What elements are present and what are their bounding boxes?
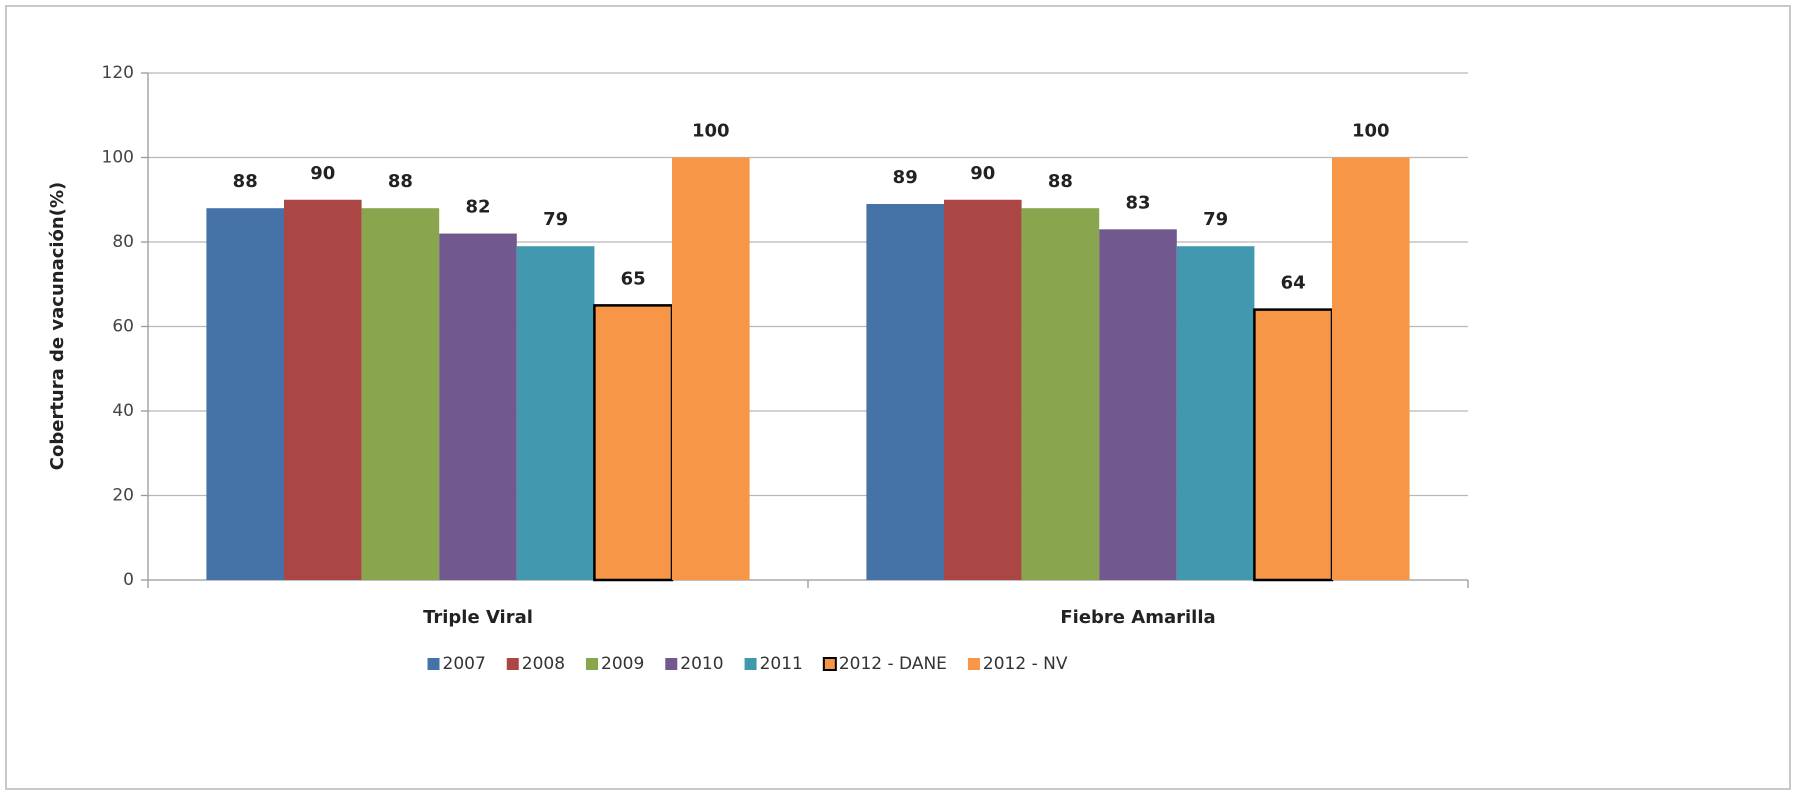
y-tick-label: 60 bbox=[112, 317, 134, 337]
bar bbox=[1176, 246, 1255, 580]
y-tick-label: 100 bbox=[102, 148, 134, 168]
data-label: 88 bbox=[233, 171, 258, 192]
bar bbox=[284, 199, 362, 580]
legend-swatch bbox=[586, 658, 599, 670]
legend-label: 2008 bbox=[522, 654, 565, 674]
data-label: 79 bbox=[1203, 209, 1228, 230]
x-tick-label: Triple Viral bbox=[423, 607, 533, 628]
data-label: 65 bbox=[621, 268, 646, 289]
y-tick-label: 0 bbox=[123, 570, 134, 590]
bar bbox=[671, 157, 750, 580]
legend-swatch bbox=[822, 657, 837, 671]
data-label: 100 bbox=[1352, 121, 1390, 142]
data-label: 100 bbox=[692, 121, 730, 142]
y-axis-label: Cobertura de vacunación(%) bbox=[47, 182, 68, 470]
data-label: 90 bbox=[310, 163, 335, 184]
legend-swatch bbox=[967, 658, 980, 670]
legend-label: 2010 bbox=[680, 654, 723, 674]
data-label: 88 bbox=[388, 171, 413, 192]
bar bbox=[1099, 229, 1177, 580]
bar bbox=[206, 208, 285, 580]
bar bbox=[516, 246, 595, 580]
data-label: 88 bbox=[1048, 171, 1073, 192]
data-label: 79 bbox=[543, 209, 568, 230]
legend-swatch bbox=[427, 658, 440, 670]
data-label: 89 bbox=[893, 167, 918, 188]
legend-label: 2011 bbox=[760, 654, 803, 674]
bar bbox=[1331, 157, 1410, 580]
legend-label: 2012 - DANE bbox=[839, 654, 947, 674]
y-tick-label: 80 bbox=[112, 232, 134, 252]
data-label: 82 bbox=[465, 197, 490, 218]
legend-swatch bbox=[744, 658, 757, 670]
data-label: 64 bbox=[1281, 273, 1306, 294]
legend-swatch bbox=[506, 658, 519, 670]
y-tick-label: 40 bbox=[112, 401, 134, 421]
bar bbox=[361, 208, 440, 580]
legend-label: 2009 bbox=[601, 654, 644, 674]
bar bbox=[1253, 308, 1334, 582]
x-tick-label: Fiebre Amarilla bbox=[1060, 607, 1215, 628]
bar bbox=[1021, 208, 1100, 580]
data-label: 83 bbox=[1125, 192, 1150, 213]
y-tick-label: 20 bbox=[112, 486, 134, 506]
legend-label: 2007 bbox=[443, 654, 486, 674]
bar bbox=[866, 203, 945, 580]
bar bbox=[439, 233, 517, 581]
legend-swatch bbox=[665, 658, 678, 670]
data-label: 90 bbox=[970, 163, 995, 184]
bar bbox=[944, 199, 1022, 580]
legend-label: 2012 - NV bbox=[983, 654, 1068, 674]
y-tick-label: 120 bbox=[102, 63, 134, 83]
bar bbox=[593, 304, 674, 582]
